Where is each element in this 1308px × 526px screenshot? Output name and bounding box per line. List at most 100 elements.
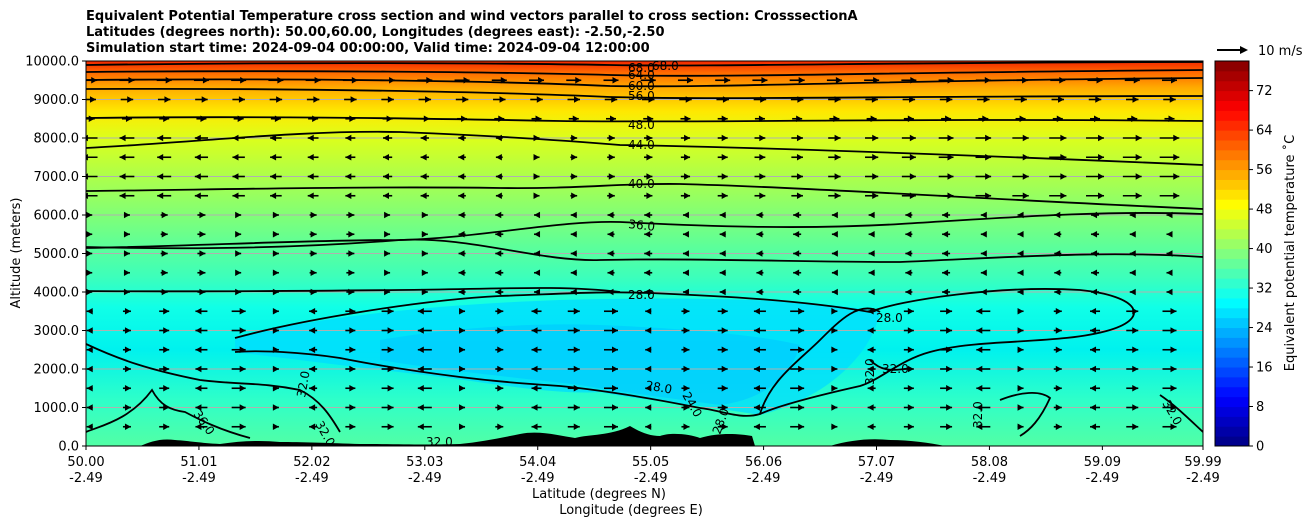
wind-vector-head: [163, 327, 170, 334]
wind-vector-head: [683, 404, 690, 411]
wind-vector-head: [307, 154, 314, 161]
wind-vector-head: [235, 211, 242, 219]
wind-vector-head: [164, 96, 171, 103]
wind-vector-head: [872, 154, 879, 161]
x-tick-label-lat: 53.03: [406, 455, 443, 470]
wind-vector-head: [1170, 327, 1177, 334]
wind-vector-head: [942, 269, 949, 276]
clabel-28a: 28.0: [628, 288, 655, 302]
wind-vector-head: [270, 192, 277, 199]
x-tick-label-lon: -2.49: [295, 471, 329, 486]
wind-vector-head: [793, 288, 800, 296]
colorbar-band: [1215, 248, 1249, 259]
wind-vector-head: [309, 308, 316, 315]
wind-vector-head: [1166, 288, 1173, 296]
wind-vector-head: [947, 77, 954, 84]
wind-vector-head: [345, 192, 352, 199]
wind-vector-head: [946, 346, 953, 353]
wind-vector-head: [1094, 115, 1101, 122]
wind-vector-head: [1090, 423, 1097, 430]
colorbar-band: [1215, 130, 1249, 141]
wind-vector-head: [1170, 385, 1177, 392]
wind-vector-head: [426, 77, 433, 84]
clabel-68a: 68.0: [628, 61, 655, 75]
wind-vector-head: [232, 173, 239, 180]
colorbar-tick-label: 16: [1256, 361, 1273, 376]
wind-vector-head: [387, 308, 394, 315]
wind-vector-head: [239, 385, 246, 392]
y-tick-label: 10000.0: [25, 55, 79, 70]
wind-vector-head: [834, 96, 841, 103]
wind-vector-head: [124, 423, 131, 430]
wind-vector-head: [909, 173, 916, 180]
y-tick-label: 2000.0: [34, 363, 80, 378]
contour-48: [86, 116, 1203, 123]
wind-vector-head: [235, 269, 242, 276]
colorbar-band: [1215, 376, 1249, 388]
wind-vector-head: [387, 96, 394, 103]
wind-vector-head: [123, 288, 130, 296]
wind-vector-head: [458, 231, 465, 238]
wind-vector-head: [232, 154, 239, 161]
wind-vector-head: [976, 346, 983, 353]
wind-vector-head: [870, 115, 877, 122]
wind-vector-head: [194, 173, 201, 180]
wind-vector-head: [386, 115, 393, 122]
wind-vector-head: [163, 115, 170, 122]
wind-vector-head: [495, 211, 502, 219]
wind-vector-head: [648, 96, 655, 103]
wind-vector-head: [239, 423, 246, 430]
wind-vector-head: [831, 231, 838, 238]
wind-vector-head: [272, 250, 279, 257]
wind-vector-head: [345, 173, 352, 180]
wind-vector-head: [86, 346, 93, 353]
wind-vector-head: [1056, 115, 1063, 122]
wind-vector-head: [976, 423, 983, 430]
x-tick-label-lat: 56.06: [745, 455, 782, 470]
wind-vector-head: [1091, 250, 1098, 257]
wind-vector-head: [946, 308, 953, 315]
wind-vector-head: [272, 423, 279, 430]
contour-40: [86, 182, 1203, 210]
wind-vector-head: [645, 423, 652, 430]
wind-vector-head: [1091, 288, 1098, 296]
wind-vector-head: [199, 250, 206, 257]
wind-vector-head: [495, 154, 502, 161]
x-axis-label-lat: Latitude (degrees N): [532, 487, 666, 502]
wind-vector-head: [759, 192, 766, 199]
wind-vector-head: [905, 269, 912, 276]
wind-vector-head: [277, 77, 284, 84]
wind-vector-head: [1022, 134, 1029, 142]
wind-vector-head: [387, 404, 394, 411]
wind-vector-head: [157, 173, 164, 180]
wind-vector-head: [793, 250, 800, 257]
wind-vector-head: [607, 288, 614, 296]
wind-vector-head: [270, 173, 277, 180]
wind-vector-head: [531, 423, 538, 430]
wind-vector-head: [721, 404, 728, 411]
wind-vector-head: [534, 231, 541, 238]
wind-vector-head: [497, 385, 504, 392]
wind-vector-head: [417, 365, 424, 373]
chart-title: Equivalent Potential Temperature cross s…: [86, 9, 858, 57]
wind-vector-head: [309, 346, 316, 353]
wind-vector-head: [86, 423, 93, 430]
wind-vector-head: [756, 211, 763, 219]
wind-vector-head: [1059, 77, 1066, 84]
wind-vector-head: [608, 134, 615, 142]
wind-vector-head: [384, 231, 391, 238]
wind-vector-head: [759, 134, 766, 142]
wind-vector-head: [868, 231, 875, 238]
wind-vector-head: [313, 96, 320, 103]
wind-vector-head: [946, 385, 953, 392]
wind-vector-head: [1090, 346, 1097, 353]
wind-vector-head: [756, 250, 763, 257]
wind-vector-head: [980, 250, 987, 257]
wind-vector-head: [1173, 134, 1180, 142]
wind-vector-head: [1054, 231, 1061, 238]
wind-vector-head: [909, 192, 916, 199]
wind-vector-head: [867, 346, 874, 353]
wind-vector-head: [976, 385, 983, 392]
wind-vector-head: [497, 365, 504, 373]
wind-vector-head: [86, 154, 88, 161]
